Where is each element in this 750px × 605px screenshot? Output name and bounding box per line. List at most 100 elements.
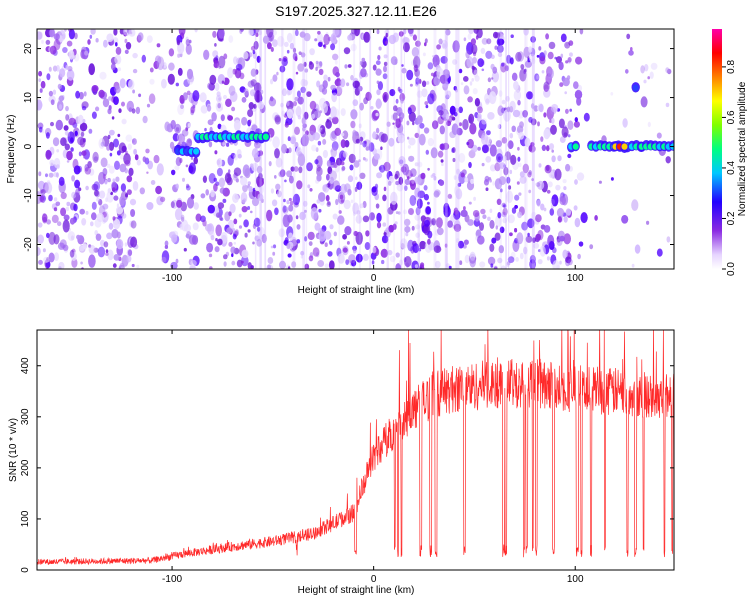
colorbar-tick-label: 0.8 (726, 60, 737, 74)
spectrogram-cell (381, 235, 389, 244)
spectrogram-cell (278, 228, 285, 238)
spectrogram-cell (509, 57, 514, 65)
spectrogram-cell (73, 203, 78, 212)
spectrogram-cell (65, 206, 70, 212)
spectrogram-cell (407, 145, 411, 149)
spectrogram-cell (227, 115, 234, 121)
spectrogram-cell (218, 55, 226, 69)
spectrogram-cell (91, 201, 97, 210)
spectrogram-cell (550, 103, 559, 113)
spectrogram-cell (322, 138, 327, 145)
spectrogram-cell (215, 212, 221, 218)
spectrogram-cell (514, 194, 520, 201)
spectrogram-cell (318, 208, 322, 213)
spectrogram-cell (156, 43, 161, 48)
spectrogram-cell (247, 181, 251, 186)
spectrogram-cell (202, 219, 207, 227)
spectrogram-cell (383, 61, 388, 67)
spectrogram-cell (46, 73, 51, 81)
spectrogram-cell (113, 195, 119, 201)
spectrogram-cell (70, 147, 74, 152)
spectrogram-cell (89, 34, 93, 39)
spectrogram-cell (563, 215, 568, 223)
spectrogram-cell (132, 52, 138, 59)
spectrogram-cell (511, 72, 518, 82)
spectrogram-cell (212, 50, 219, 58)
spectrogram-cell (439, 74, 447, 84)
spectrogram-cell (562, 179, 567, 184)
spectrogram-cell (108, 222, 114, 230)
snr-series-line (37, 330, 674, 566)
spectrogram-cell (563, 233, 571, 245)
spectrogram-cell (141, 54, 146, 63)
spectrogram-cell (427, 201, 430, 205)
spectrogram-cell (146, 103, 151, 108)
spectrogram-cell (217, 74, 226, 85)
spectrogram-cell (547, 68, 554, 79)
spectrogram-cell (105, 197, 108, 202)
spectrogram-cell (329, 224, 334, 230)
spectrogram-cell (173, 187, 178, 193)
spectrogram-cell (383, 232, 387, 236)
spectrogram-cell (402, 37, 410, 45)
spectrogram-cell (417, 161, 423, 168)
spectrogram-cell (351, 259, 357, 267)
spectrogram-cell (299, 211, 306, 221)
spectrogram-cell (208, 141, 213, 148)
spectrogram-cell (335, 86, 343, 97)
spectrogram-cell (347, 175, 354, 183)
x-tick-label: 100 (567, 273, 584, 284)
spectrogram-cell (514, 228, 518, 233)
spectrogram-cell (315, 155, 323, 168)
spectrogram-cell (509, 106, 514, 113)
spectrogram-cell (313, 110, 321, 119)
spectrogram-cell (395, 98, 399, 104)
spectrogram-cell (276, 35, 285, 47)
spectrogram-cell (53, 33, 60, 41)
spectrogram-cell (108, 105, 112, 111)
spectrogram-cell (42, 248, 46, 253)
spectrogram-cell (511, 125, 516, 132)
spectrogram-cell (124, 38, 128, 44)
spectrogram-cell (329, 170, 337, 181)
spectrogram-cell (506, 262, 510, 267)
x-tick-label: -100 (162, 574, 182, 585)
spectrogram-cell (453, 175, 457, 180)
spectrogram-cell (490, 263, 494, 268)
spectrogram-cell (490, 63, 495, 70)
spectrogram-cell (286, 108, 294, 119)
spectrogram-cell (302, 123, 308, 128)
spectrogram-cell (164, 245, 169, 249)
spectrogram-cell (121, 213, 127, 219)
spectrogram-cell (507, 140, 514, 150)
spectrogram-cell (492, 181, 495, 186)
spectrogram-cell (541, 70, 545, 74)
spectrogram-cell (430, 147, 438, 159)
spectrogram-cell (213, 59, 220, 69)
spectrogram-cell (450, 114, 454, 119)
spectrogram-cell (524, 68, 527, 73)
y-tick-label: 0 (23, 143, 34, 149)
spectrogram-cell (408, 111, 416, 122)
spectrogram-cell (294, 56, 298, 62)
spectrogram-streak (259, 29, 261, 269)
spectrogram-cell (91, 183, 99, 191)
spectrogram-cell (383, 94, 388, 100)
spectrogram-streak (508, 29, 510, 269)
spectrogram-cell (88, 244, 92, 248)
spectrogram-cell (261, 233, 267, 244)
spectrogram-cell (225, 98, 232, 108)
spectrogram-cell (455, 188, 463, 200)
spectrogram-cell (266, 209, 273, 222)
spectrogram-cell (149, 67, 154, 73)
spectrogram-cell (555, 184, 561, 191)
spectrogram-cell (232, 193, 239, 204)
spectrogram-cell (375, 100, 383, 108)
spectrogram-cell (243, 219, 249, 228)
spectrogram-cell (60, 207, 67, 217)
spectrogram-cell (565, 163, 571, 172)
spectrogram-cell (549, 208, 555, 216)
spectrogram-cell (565, 108, 569, 114)
spectrogram-cell (175, 126, 181, 133)
spectrogram-cell (48, 172, 54, 178)
